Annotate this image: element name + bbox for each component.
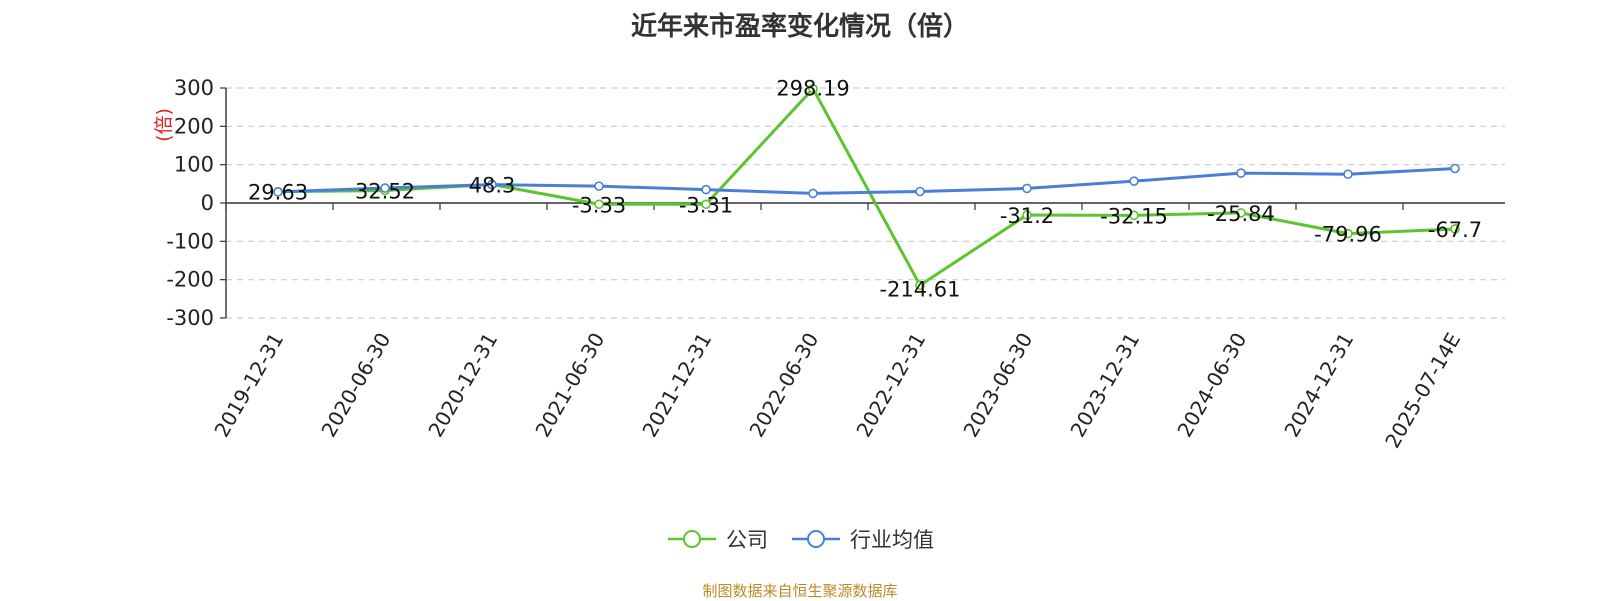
legend-marker-icon xyxy=(668,530,716,548)
data-label: -3.31 xyxy=(679,193,733,217)
data-point xyxy=(915,280,925,291)
data-point xyxy=(701,184,711,195)
data-point xyxy=(808,83,818,94)
data-point xyxy=(915,186,925,197)
legend-label: 公司 xyxy=(726,528,768,552)
data-point xyxy=(1236,208,1246,218)
data-point xyxy=(380,183,390,193)
data-label: -25.84 xyxy=(1207,202,1275,226)
x-tick-label: 2024-06-30 xyxy=(1172,329,1251,442)
x-tick-label: 2021-12-31 xyxy=(637,329,716,442)
data-point xyxy=(1450,163,1460,174)
data-label: -214.61 xyxy=(879,277,960,301)
x-tick-label: 2020-06-30 xyxy=(316,329,395,442)
data-point xyxy=(701,199,711,210)
series-line-1 xyxy=(277,167,1456,195)
data-label-layer: 29.63 32.52 48.3 -3.33 -3.31 298.19 -214.61 -31… xyxy=(248,77,1482,302)
data-point xyxy=(273,187,283,197)
data-point xyxy=(1022,183,1032,194)
y-tick-label: -100 xyxy=(166,229,214,253)
data-point xyxy=(1236,168,1246,178)
data-point xyxy=(1450,224,1460,234)
data-label: 298.19 xyxy=(776,77,849,101)
data-point xyxy=(1129,210,1139,221)
data-label: 48.3 xyxy=(469,173,516,197)
data-point xyxy=(1129,176,1139,186)
y-tick-label: 300 xyxy=(174,76,214,100)
x-tick-label: 2022-12-31 xyxy=(851,329,930,442)
y-tick-label: -300 xyxy=(166,306,214,330)
legend-item-1[interactable]: 行业均值 xyxy=(790,524,934,554)
data-label: 29.63 xyxy=(248,181,308,205)
data-label: -32.15 xyxy=(1100,204,1168,228)
x-tick-label: 2025-07-14E xyxy=(1380,329,1465,453)
data-label: -79.96 xyxy=(1314,223,1382,247)
data-label: -3.33 xyxy=(572,193,626,217)
data-label: -31.2 xyxy=(1000,204,1054,228)
data-label: -67.7 xyxy=(1428,218,1482,242)
grid-layer xyxy=(226,87,1505,319)
y-tick-label: 100 xyxy=(174,153,214,177)
legend-marker-icon xyxy=(792,530,840,548)
data-label: 32.52 xyxy=(355,180,415,204)
data-point xyxy=(487,179,497,190)
legend-item-0[interactable]: 公司 xyxy=(666,524,768,554)
y-tick-label: 0 xyxy=(201,191,214,215)
x-tick-label: 2019-12-31 xyxy=(209,329,288,442)
data-point xyxy=(594,199,604,210)
data-point xyxy=(1343,169,1353,180)
data-point xyxy=(594,181,604,191)
data-point xyxy=(808,188,818,199)
chart-title: 近年来市盈率变化情况（倍） xyxy=(630,12,969,42)
x-tick-label: 2021-06-30 xyxy=(530,329,609,442)
data-point xyxy=(1022,210,1032,220)
x-tick-label: 2023-12-31 xyxy=(1065,329,1144,442)
x-tick-label: 2020-12-31 xyxy=(423,329,502,442)
source-note: 制图数据来自恒生聚源数据库 xyxy=(702,582,898,600)
y-tick-label: 200 xyxy=(174,114,214,138)
x-tick-label: 2023-06-30 xyxy=(958,329,1037,442)
series-layer xyxy=(273,83,1460,291)
legend: 公司 行业均值 xyxy=(0,524,1600,554)
data-point xyxy=(1343,228,1353,239)
legend-label: 行业均值 xyxy=(850,528,934,552)
y-axis-label: (倍) xyxy=(153,108,175,142)
y-tick-label: -200 xyxy=(166,268,214,292)
x-tick-label: 2022-06-30 xyxy=(744,329,823,442)
x-tick-label: 2024-12-31 xyxy=(1279,329,1358,442)
